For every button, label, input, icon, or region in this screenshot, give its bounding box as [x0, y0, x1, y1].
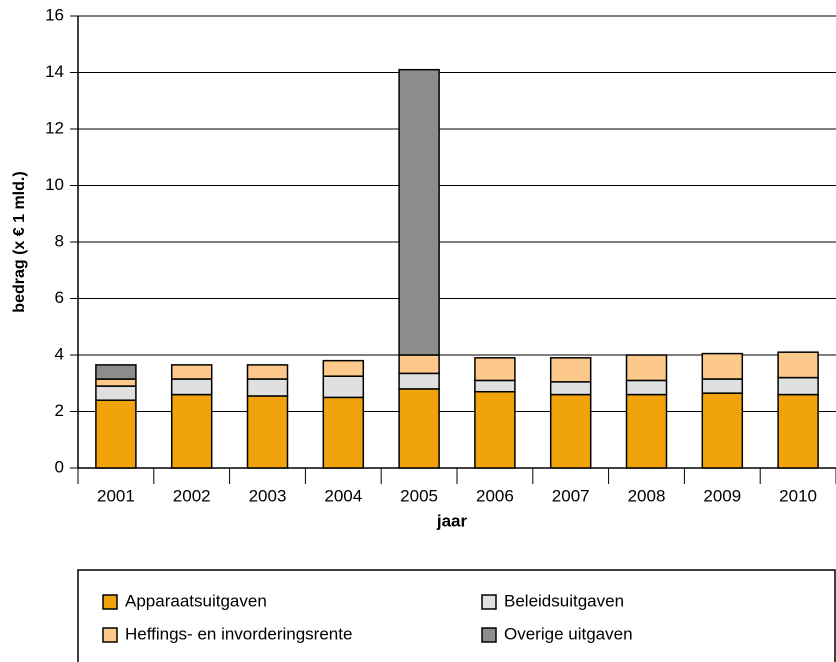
- bar-segment: [170, 393, 213, 469]
- x-tick-label: 2009: [703, 486, 741, 505]
- bar-segment: [95, 399, 137, 469]
- x-tick-label: 2002: [173, 486, 211, 505]
- bar-segment: [95, 378, 137, 387]
- y-tick-label: 0: [55, 457, 64, 476]
- bar-segment: [170, 364, 213, 380]
- y-tick-label: 6: [55, 288, 64, 307]
- y-tick-label: 12: [45, 118, 64, 137]
- legend-swatch: [481, 594, 497, 610]
- legend-label: Overige uitgaven: [504, 624, 633, 643]
- bar-segment: [549, 393, 592, 469]
- bar-segment: [398, 372, 440, 390]
- bar-segment: [474, 390, 516, 469]
- bar-segment: [398, 388, 440, 469]
- x-axis-label: jaar: [436, 511, 468, 530]
- bar-segment: [322, 375, 365, 399]
- x-tick-label: 2010: [779, 486, 817, 505]
- bar-segment: [322, 396, 365, 469]
- y-tick-label: 10: [45, 175, 64, 194]
- bar-segment: [95, 364, 137, 380]
- y-tick-label: 4: [55, 344, 64, 363]
- bar-segment: [474, 379, 516, 393]
- legend-swatch: [102, 594, 118, 610]
- bar-segment: [246, 364, 289, 380]
- x-tick-label: 2007: [552, 486, 590, 505]
- legend-box: [77, 569, 836, 662]
- legend-label: Heffings- en invorderingsrente: [125, 624, 352, 643]
- bar-segment: [398, 354, 440, 375]
- legend-label: Apparaatsuitgaven: [125, 591, 267, 610]
- bar-segment: [474, 357, 516, 382]
- x-tick-label: 2001: [97, 486, 135, 505]
- y-tick-label: 8: [55, 231, 64, 250]
- bar-segment: [549, 381, 592, 396]
- x-tick-label: 2004: [324, 486, 362, 505]
- bar-segment: [170, 378, 213, 396]
- y-axis-label: bedrag (x € 1 mld.): [11, 171, 28, 312]
- x-tick-label: 2003: [249, 486, 287, 505]
- bar-segment: [95, 385, 137, 401]
- bar-segment: [701, 392, 744, 469]
- bar-segment: [625, 393, 668, 469]
- bar-segment: [625, 354, 668, 382]
- x-tick-label: 2008: [628, 486, 666, 505]
- bar-segment: [246, 378, 289, 397]
- bar-segment: [322, 359, 365, 377]
- legend-swatch: [481, 627, 497, 643]
- bar-segment: [777, 376, 819, 396]
- y-tick-label: 2: [55, 401, 64, 420]
- x-tick-label: 2005: [400, 486, 438, 505]
- legend-label: Beleidsuitgaven: [504, 591, 624, 610]
- legend-swatch: [102, 627, 118, 643]
- bar-segment: [398, 68, 440, 356]
- x-tick-label: 2006: [476, 486, 514, 505]
- bar-segment: [625, 379, 668, 396]
- bar-segment: [246, 395, 289, 469]
- bar-segment: [777, 351, 819, 379]
- y-tick-label: 14: [45, 62, 64, 81]
- bar-segment: [701, 352, 744, 380]
- bar-segment: [701, 378, 744, 394]
- y-tick-label: 16: [45, 5, 64, 24]
- bar-segment: [549, 357, 592, 383]
- bar-segment: [777, 393, 819, 469]
